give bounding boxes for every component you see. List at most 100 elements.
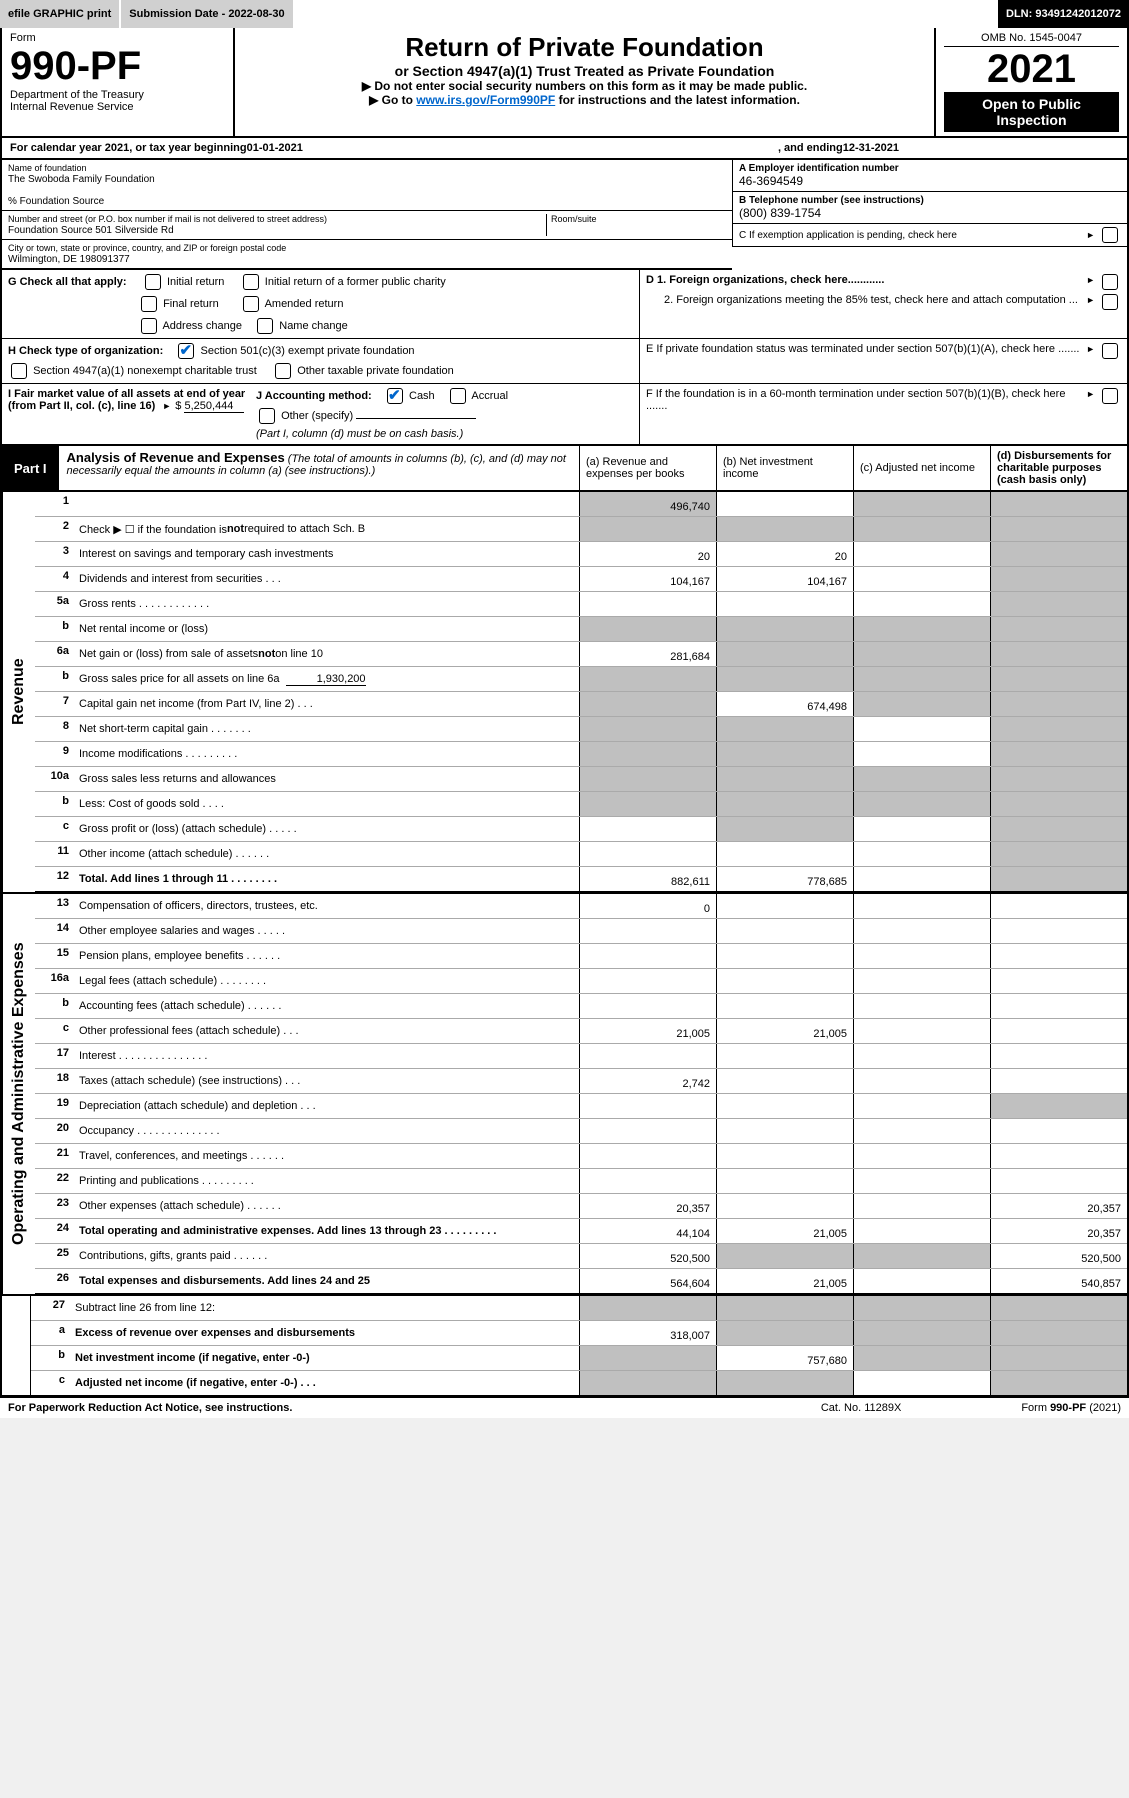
calendar-year-row: For calendar year 2021, or tax year begi… <box>0 138 1129 160</box>
line-19: 19Depreciation (attach schedule) and dep… <box>35 1094 1127 1119</box>
form-note2: ▶ Go to www.irs.gov/Form990PF for instru… <box>243 93 926 107</box>
line-8: 8Net short-term capital gain . . . . . .… <box>35 717 1127 742</box>
d1-label: D 1. Foreign organizations, check here..… <box>646 274 884 286</box>
line-15: 15Pension plans, employee benefits . . .… <box>35 944 1127 969</box>
c-checkbox[interactable] <box>1102 227 1118 243</box>
j-cash[interactable] <box>387 388 403 404</box>
h-4947[interactable] <box>11 363 27 379</box>
line-c: cOther professional fees (attach schedul… <box>35 1019 1127 1044</box>
part1-tab: Part I <box>2 446 59 490</box>
d1-checkbox[interactable] <box>1102 274 1118 290</box>
form990pf-link[interactable]: www.irs.gov/Form990PF <box>416 93 555 107</box>
i-value: 5,250,444 <box>184 400 244 413</box>
footer-right: Form 990-PF (2021) <box>1021 1402 1121 1414</box>
line-22: 22Printing and publications . . . . . . … <box>35 1169 1127 1194</box>
revenue-block: Revenue 1496,7402Check ▶ ☐ if the founda… <box>0 492 1129 894</box>
expenses-block: Operating and Administrative Expenses 13… <box>0 894 1129 1296</box>
line-6a: 6aNet gain or (loss) from sale of assets… <box>35 642 1127 667</box>
g-amended[interactable] <box>243 296 259 312</box>
topbar: efile GRAPHIC print Submission Date - 20… <box>0 0 1129 28</box>
form-subtitle: or Section 4947(a)(1) Trust Treated as P… <box>243 63 926 79</box>
part1-header: Part I Analysis of Revenue and Expenses … <box>0 446 1129 492</box>
care-of: % Foundation Source <box>8 196 104 207</box>
line-16a: 16aLegal fees (attach schedule) . . . . … <box>35 969 1127 994</box>
form-page: efile GRAPHIC print Submission Date - 20… <box>0 0 1129 1418</box>
form-note1: ▶ Do not enter social security numbers o… <box>243 79 926 93</box>
form-number: 990-PF <box>10 44 225 89</box>
line27-block: 27Subtract line 26 from line 12:aExcess … <box>0 1296 1129 1397</box>
dept-line2: Internal Revenue Service <box>10 101 225 113</box>
foundation-name: The Swoboda Family Foundation <box>8 174 155 185</box>
h-label: H Check type of organization: <box>8 345 163 357</box>
line-2: 2Check ▶ ☐ if the foundation is not requ… <box>35 517 1127 542</box>
line-27: 27Subtract line 26 from line 12: <box>31 1296 1127 1321</box>
g-address-change[interactable] <box>141 318 157 334</box>
e-checkbox[interactable] <box>1102 343 1118 359</box>
addr-label: Number and street (or P.O. box number if… <box>8 214 327 224</box>
form-title: Return of Private Foundation <box>243 32 926 63</box>
room-label: Room/suite <box>551 214 597 224</box>
dept-line1: Department of the Treasury <box>10 89 225 101</box>
line-b: bNet rental income or (loss) <box>35 617 1127 642</box>
ein-value: 46-3694549 <box>739 174 803 188</box>
j-other[interactable] <box>259 408 275 424</box>
line-13: 13Compensation of officers, directors, t… <box>35 894 1127 919</box>
line-b: bLess: Cost of goods sold . . . . <box>35 792 1127 817</box>
i-j-row: I Fair market value of all assets at end… <box>0 384 1129 446</box>
j-label: J Accounting method: <box>256 390 372 402</box>
part1-title: Analysis of Revenue and Expenses <box>67 450 285 465</box>
name-label: Name of foundation <box>8 163 87 173</box>
e-label: E If private foundation status was termi… <box>646 343 1082 379</box>
line-25: 25Contributions, gifts, grants paid . . … <box>35 1244 1127 1269</box>
g-initial[interactable] <box>145 274 161 290</box>
expenses-side-label: Operating and Administrative Expenses <box>2 894 35 1294</box>
line-10a: 10aGross sales less returns and allowanc… <box>35 767 1127 792</box>
open-inspection: Open to Public Inspection <box>944 92 1119 132</box>
j-accrual[interactable] <box>450 388 466 404</box>
phone-label: B Telephone number (see instructions) <box>739 195 924 206</box>
line-9: 9Income modifications . . . . . . . . . <box>35 742 1127 767</box>
foundation-info: Name of foundation The Swoboda Family Fo… <box>0 160 1129 270</box>
line-5a: 5aGross rents . . . . . . . . . . . . <box>35 592 1127 617</box>
line-24: 24Total operating and administrative exp… <box>35 1219 1127 1244</box>
line-14: 14Other employee salaries and wages . . … <box>35 919 1127 944</box>
h-other-taxable[interactable] <box>275 363 291 379</box>
footer-left: For Paperwork Reduction Act Notice, see … <box>8 1402 821 1414</box>
address: Foundation Source 501 Silverside Rd <box>8 225 174 236</box>
line-b: bNet investment income (if negative, ent… <box>31 1346 1127 1371</box>
line-17: 17Interest . . . . . . . . . . . . . . . <box>35 1044 1127 1069</box>
line-11: 11Other income (attach schedule) . . . .… <box>35 842 1127 867</box>
line-3: 3Interest on savings and temporary cash … <box>35 542 1127 567</box>
g-h-block: G Check all that apply: Initial return I… <box>0 270 1129 339</box>
dln-label: DLN: 93491242012072 <box>998 0 1129 28</box>
city-label: City or town, state or province, country… <box>8 243 286 253</box>
col-c-header: (c) Adjusted net income <box>854 446 991 490</box>
f-checkbox[interactable] <box>1102 388 1118 404</box>
g-initial-former[interactable] <box>243 274 259 290</box>
line-4: 4Dividends and interest from securities … <box>35 567 1127 592</box>
submission-date: Submission Date - 2022-08-30 <box>121 0 294 28</box>
col-a-header: (a) Revenue and expenses per books <box>580 446 717 490</box>
ein-label: A Employer identification number <box>739 163 899 174</box>
col-b-header: (b) Net investment income <box>717 446 854 490</box>
line-18: 18Taxes (attach schedule) (see instructi… <box>35 1069 1127 1094</box>
g-label: G Check all that apply: <box>8 276 127 288</box>
g-name-change[interactable] <box>257 318 273 334</box>
line-12: 12Total. Add lines 1 through 11 . . . . … <box>35 867 1127 892</box>
form-header: Form 990-PF Department of the Treasury I… <box>0 28 1129 138</box>
omb-label: OMB No. 1545-0047 <box>944 32 1119 47</box>
g-final[interactable] <box>141 296 157 312</box>
tax-year: 2021 <box>944 47 1119 92</box>
line-23: 23Other expenses (attach schedule) . . .… <box>35 1194 1127 1219</box>
line-20: 20Occupancy . . . . . . . . . . . . . . <box>35 1119 1127 1144</box>
h-row: H Check type of organization: Section 50… <box>0 339 1129 384</box>
line-26: 26Total expenses and disbursements. Add … <box>35 1269 1127 1294</box>
h-501c3[interactable] <box>178 343 194 359</box>
city: Wilmington, DE 198091377 <box>8 254 130 265</box>
d2-label: 2. Foreign organizations meeting the 85%… <box>646 294 1082 310</box>
d2-checkbox[interactable] <box>1102 294 1118 310</box>
line-b: bAccounting fees (attach schedule) . . .… <box>35 994 1127 1019</box>
line-c: cGross profit or (loss) (attach schedule… <box>35 817 1127 842</box>
line-21: 21Travel, conferences, and meetings . . … <box>35 1144 1127 1169</box>
line-b: bGross sales price for all assets on lin… <box>35 667 1127 692</box>
